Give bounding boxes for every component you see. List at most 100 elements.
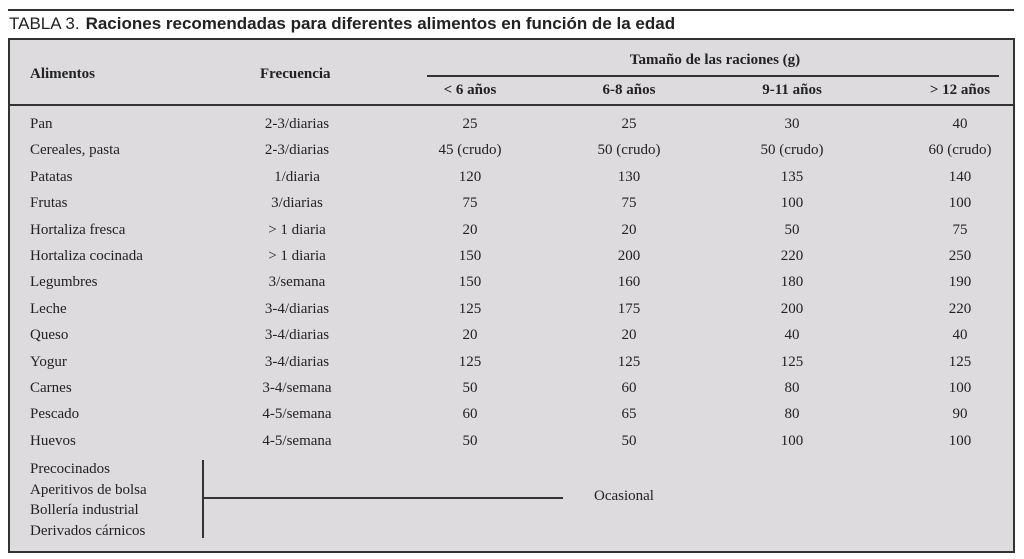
cell-portion: 220 [780, 248, 804, 264]
cell-portion: 125 [458, 353, 482, 370]
cell-portion: 160 [617, 274, 641, 291]
cell-portion: 75 [462, 195, 478, 212]
cell-food: Queso [30, 327, 69, 344]
cell-portion: 20 [462, 327, 478, 344]
table-row: Pescado 4-5/semana 60 65 80 90 [10, 406, 1013, 432]
table-row: Hortaliza fresca > 1 diaria 20 20 50 75 [10, 222, 1013, 248]
table-number: TABLA 3. [9, 14, 80, 33]
cell-food: Legumbres [30, 274, 98, 291]
cell-food: Patatas [30, 168, 73, 185]
cell-portion: 190 [948, 274, 972, 291]
cell-portion: 60 (crudo) [928, 142, 992, 159]
cell-portion: 250 [948, 248, 972, 264]
table-row: Huevos 4-5/semana 50 50 100 100 [10, 433, 1013, 459]
cell-frequency: 1/diaria [274, 168, 320, 185]
cell-portion: 150 [458, 274, 482, 291]
cell-frequency: 3/diarias [271, 195, 323, 212]
cell-portion: 20 [621, 221, 637, 238]
cell-frequency: > 1 diaria [268, 248, 326, 264]
occasional-item: Derivados cárnicos [30, 522, 146, 539]
cell-portion: 75 [621, 195, 637, 212]
header-age-2: 9-11 años [762, 82, 822, 98]
table-row: Cereales, pasta 2-3/diarias 45 (crudo) 50 (… [10, 142, 1013, 168]
table-row: Pan 2-3/diarias 25 25 30 40 [10, 116, 1013, 142]
cell-portion: 200 [617, 248, 641, 264]
top-rule [8, 9, 1014, 11]
cell-portion: 25 [621, 116, 637, 132]
table-row: Queso 3-4/diarias 20 20 40 40 [10, 327, 1013, 353]
cell-portion: 175 [617, 300, 641, 317]
table-caption: Raciones recomendadas para diferentes al… [85, 14, 676, 33]
cell-portion: 100 [780, 195, 804, 212]
cell-portion: 100 [948, 432, 972, 449]
table-row: Hortaliza cocinada > 1 diaria 150 200 220 250 [10, 248, 1013, 274]
table: Alimentos Frecuencia Tamaño de las racio… [8, 38, 1015, 553]
cell-food: Frutas [30, 195, 68, 212]
cell-portion: 40 [952, 327, 968, 344]
occasional-label: Ocasional [594, 488, 654, 504]
cell-portion: 125 [458, 300, 482, 317]
cell-portion: 180 [780, 274, 804, 291]
occasional-item: Aperitivos de bolsa [30, 481, 147, 498]
header-age-3: > 12 años [929, 82, 991, 98]
cell-portion: 60 [621, 380, 637, 396]
cell-portion: 130 [617, 168, 641, 185]
cell-food: Pan [30, 116, 53, 132]
cell-portion: 100 [948, 195, 972, 212]
cell-frequency: 2-3/diarias [264, 142, 330, 159]
header-group-rule [427, 75, 999, 77]
table-row: Leche 3-4/diarias 125 175 200 220 [10, 301, 1013, 327]
occasional-item: Bollería industrial [30, 502, 139, 518]
cell-frequency: 3-4/diarias [264, 327, 330, 344]
occasional-items: Precocinados Aperitivos de bolsa Bollerí… [30, 459, 147, 541]
cell-portion: 100 [948, 380, 972, 396]
cell-food: Hortaliza fresca [30, 221, 126, 238]
cell-portion: 65 [621, 406, 637, 423]
header-frecuencia: Frecuencia [260, 66, 331, 82]
cell-portion: 50 [621, 432, 637, 449]
cell-food: Huevos [30, 432, 76, 449]
bracket-line [202, 460, 204, 538]
cell-portion: 50 [462, 432, 478, 449]
cell-portion: 120 [458, 168, 482, 185]
cell-food: Hortaliza cocinada [30, 248, 143, 264]
cell-food: Leche [30, 300, 67, 317]
occasional-item: Precocinados [30, 461, 110, 477]
cell-portion: 125 [948, 353, 972, 370]
cell-portion: 50 (crudo) [760, 142, 824, 159]
cell-food: Pescado [30, 406, 80, 423]
cell-portion: 90 [952, 406, 968, 423]
cell-portion: 40 [952, 116, 968, 132]
cell-frequency: > 1 diaria [268, 221, 326, 238]
cell-frequency: 3-4/diarias [264, 300, 330, 317]
table-title: TABLA 3. Raciones recomendadas para difer… [9, 14, 675, 34]
table-row: Frutas 3/diarias 75 75 100 100 [10, 195, 1013, 221]
header-rule [10, 104, 1013, 106]
cell-portion: 200 [780, 300, 804, 317]
cell-portion: 20 [462, 221, 478, 238]
cell-portion: 220 [948, 300, 972, 317]
cell-food: Carnes [30, 380, 72, 396]
cell-portion: 125 [617, 353, 641, 370]
cell-portion: 150 [458, 248, 482, 264]
table-row: Carnes 3-4/semana 50 60 80 100 [10, 380, 1013, 406]
table-row: Yogur 3-4/diarias 125 125 125 125 [10, 354, 1013, 380]
cell-portion: 50 [462, 380, 478, 396]
cell-food: Yogur [30, 353, 67, 370]
cell-food: Cereales, pasta [30, 142, 120, 159]
cell-portion: 45 (crudo) [438, 142, 502, 159]
cell-frequency: 3-4/diarias [264, 353, 330, 370]
cell-portion: 30 [784, 116, 800, 132]
cell-frequency: 2-3/diarias [264, 116, 330, 132]
cell-portion: 20 [621, 327, 637, 344]
cell-portion: 50 [784, 221, 800, 238]
cell-portion: 40 [784, 327, 800, 344]
header-alimentos: Alimentos [30, 66, 95, 82]
cell-frequency: 4-5/semana [262, 406, 332, 423]
table-row: Legumbres 3/semana 150 160 180 190 [10, 274, 1013, 300]
cell-portion: 125 [780, 353, 804, 370]
cell-portion: 50 (crudo) [597, 142, 661, 159]
header-age-1: 6-8 años [602, 82, 656, 98]
cell-portion: 25 [462, 116, 478, 132]
table-row: Patatas 1/diaria 120 130 135 140 [10, 169, 1013, 195]
